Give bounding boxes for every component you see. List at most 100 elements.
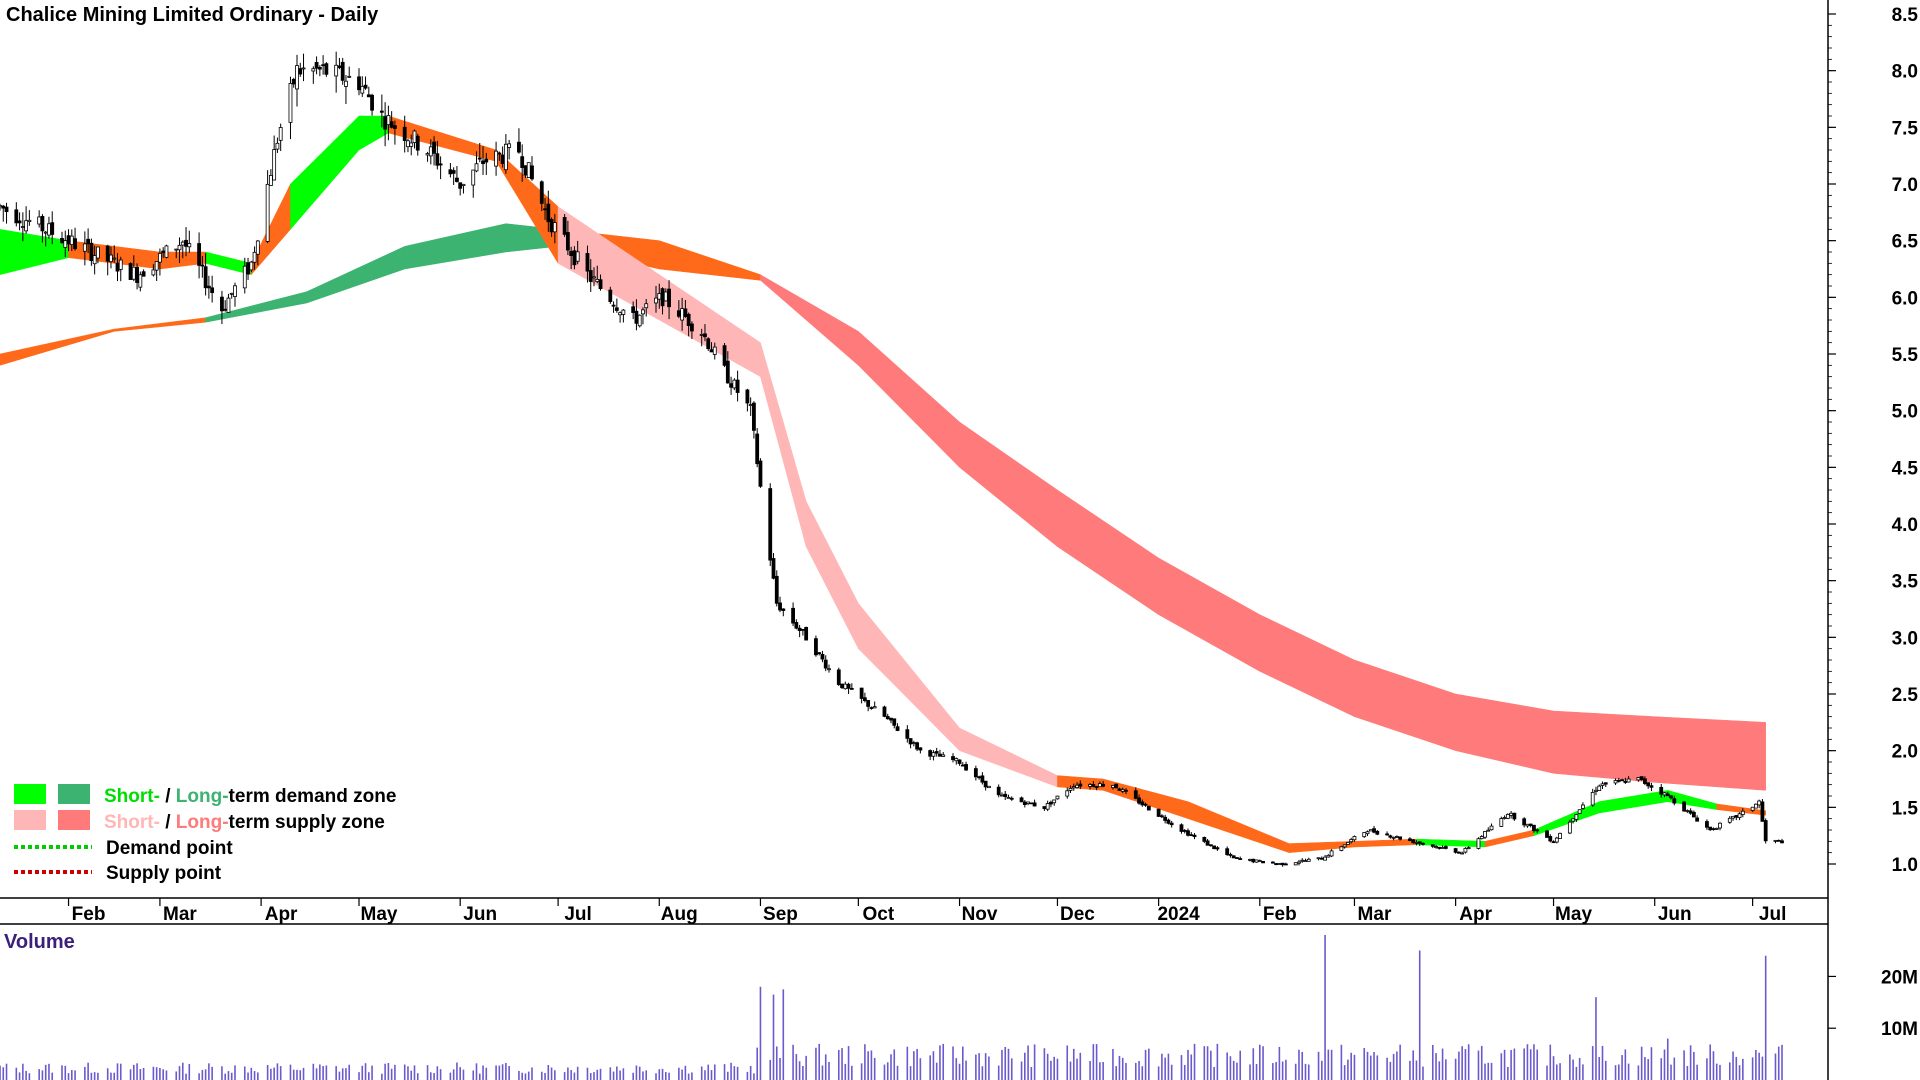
candle-body — [1329, 850, 1334, 857]
candle-body — [1554, 837, 1559, 843]
candle-body — [141, 271, 146, 277]
candle-body — [996, 786, 1001, 796]
time-tick-label: Feb — [72, 904, 106, 925]
long-term-zone-segment — [1259, 614, 1355, 718]
candle-body — [484, 158, 489, 163]
long-term-zone-segment — [404, 223, 507, 270]
candle-body — [592, 276, 596, 279]
candle-body — [1665, 793, 1670, 797]
candle-body — [1414, 842, 1419, 844]
candle-body — [915, 742, 920, 750]
candle-body — [1672, 798, 1677, 804]
candle-body — [471, 169, 476, 186]
candle-body — [1463, 848, 1468, 853]
candle-body — [977, 776, 982, 779]
long-term-zone-segment — [1158, 557, 1261, 672]
legend: Short- / Long-term demand zone Short- / … — [14, 784, 396, 884]
candle-body — [1597, 785, 1602, 791]
candle-body — [862, 697, 867, 701]
candle-body — [1408, 838, 1412, 841]
candle-body — [1362, 832, 1367, 838]
candle-body — [60, 238, 64, 243]
candle-body — [1346, 841, 1350, 845]
price-tick-label: 4.0 — [1892, 515, 1918, 536]
candle-body — [814, 638, 818, 656]
candle-body — [226, 297, 231, 313]
candle-body — [295, 65, 299, 90]
candle-body — [311, 68, 316, 72]
candle-body — [1643, 778, 1647, 784]
candle-body — [1385, 833, 1389, 836]
candle-body — [712, 346, 717, 355]
long-term-zone-segment — [1455, 693, 1554, 774]
candle-body — [843, 683, 848, 690]
short-term-zone-segment — [0, 229, 69, 275]
candle-body — [908, 738, 913, 745]
candle-body — [1169, 822, 1174, 826]
short-term-zone-segment — [1484, 829, 1535, 848]
candle-body — [360, 85, 365, 94]
candle-body — [252, 251, 257, 263]
candle-body — [1319, 857, 1324, 860]
candle-body — [278, 127, 283, 141]
candle-body — [477, 157, 482, 160]
candle-body — [461, 183, 466, 187]
legend-swatch-short-supply — [14, 810, 46, 830]
candle-body — [644, 303, 649, 309]
candle-body — [794, 622, 799, 629]
candle-body — [530, 165, 534, 180]
candle-body — [268, 175, 273, 186]
candle-body — [1088, 784, 1092, 787]
candle-body — [1235, 857, 1239, 859]
legend-demand-point: Demand point — [106, 838, 233, 859]
candle-body — [1032, 802, 1037, 807]
candle-body — [223, 308, 228, 311]
candle-body — [1574, 814, 1579, 820]
short-term-zone-segment — [1187, 801, 1290, 854]
candle-body — [1669, 795, 1673, 799]
candle-body — [151, 269, 156, 276]
candle-body — [1339, 846, 1344, 851]
candle-body — [520, 156, 525, 168]
candle-body — [1528, 823, 1533, 826]
candle-body — [752, 402, 756, 431]
candle-body — [1558, 832, 1562, 839]
candle-body — [1146, 805, 1151, 811]
candle-body — [585, 253, 590, 272]
candle-body — [1026, 801, 1030, 804]
candle-body — [1101, 783, 1106, 787]
candle-body — [96, 246, 100, 259]
candle-body — [588, 270, 593, 282]
candle-body — [973, 768, 978, 778]
candle-body — [1646, 782, 1651, 787]
candle-body — [249, 261, 254, 271]
candle-body — [954, 758, 959, 762]
candle-body — [180, 241, 185, 246]
candle-body — [1009, 797, 1014, 800]
candle-body — [1594, 789, 1598, 792]
candle-body — [543, 208, 547, 211]
candle-body — [92, 255, 97, 265]
candle-body — [725, 360, 730, 384]
short-term-zone-segment — [805, 501, 859, 649]
candle-body — [1626, 778, 1631, 783]
time-tick-label: Aug — [661, 904, 698, 925]
candle-body — [1763, 820, 1768, 842]
price-plot-area — [0, 51, 1784, 867]
candle-body — [1094, 786, 1099, 788]
candle-body — [233, 285, 237, 297]
candle-body — [298, 68, 303, 75]
candle-body — [458, 182, 463, 189]
candle-body — [631, 306, 636, 313]
candle-body — [1117, 788, 1122, 791]
candle-body — [1398, 836, 1403, 840]
candle-body — [1342, 844, 1347, 848]
candle-body — [1306, 858, 1311, 862]
short-term-zone-segment — [1533, 801, 1600, 837]
candle-body — [1277, 863, 1282, 865]
candle-body — [344, 80, 348, 87]
candle-body — [1718, 822, 1722, 829]
candle-body — [676, 310, 681, 317]
short-term-zone-segment — [858, 602, 960, 752]
price-tick-label: 5.0 — [1892, 402, 1918, 423]
